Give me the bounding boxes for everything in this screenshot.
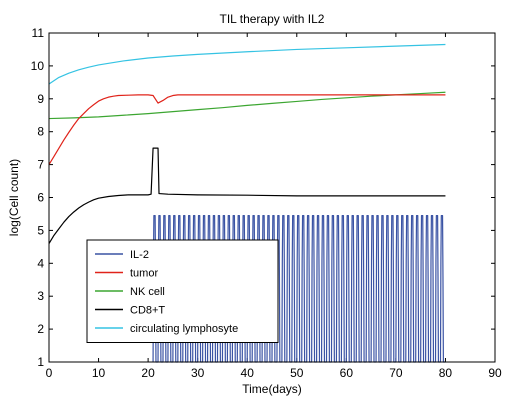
- x-tick-label: 0: [46, 366, 53, 380]
- x-tick-label: 40: [241, 366, 255, 380]
- legend-label: circulating lymphosyte: [130, 323, 238, 335]
- y-tick-label: 10: [31, 59, 45, 73]
- x-axis-label: Time(days): [242, 382, 302, 396]
- y-tick-label: 3: [37, 289, 44, 303]
- y-tick-label: 11: [32, 26, 45, 40]
- x-tick-label: 90: [488, 366, 502, 380]
- y-tick-label: 7: [37, 158, 44, 172]
- x-tick-label: 20: [141, 366, 155, 380]
- y-tick-label: 8: [37, 125, 44, 139]
- legend-label: CD8+T: [130, 305, 165, 317]
- x-tick-label: 30: [191, 366, 205, 380]
- x-tick-label: 10: [92, 366, 106, 380]
- x-tick-label: 70: [389, 366, 403, 380]
- legend: IL-2 tumor NK cell CD8+T circulating lymphos…: [86, 239, 279, 343]
- legend-label: NK cell: [130, 286, 165, 298]
- y-tick-label: 1: [37, 355, 44, 369]
- y-tick-label: 6: [37, 191, 44, 205]
- series-line-nk-cell: [48, 91, 446, 120]
- y-tick-label: 4: [37, 256, 44, 270]
- y-axis-label: log(Cell count): [7, 159, 21, 236]
- plot-frame: [48, 32, 496, 363]
- y-tick-label: 2: [37, 322, 44, 336]
- chart-title: TIL therapy with IL2: [220, 12, 325, 26]
- legend-label: IL-2: [130, 249, 149, 261]
- x-tick-label: 80: [439, 366, 453, 380]
- x-tick-label: 50: [290, 366, 304, 380]
- axis-ticks: 0 10 20 30 40 50 60 70 80 90 1 2 3 4 5 6 7 8 9 10 11: [31, 26, 502, 380]
- series-line-cd8-t: [48, 147, 446, 244]
- legend-label: tumor: [130, 268, 158, 280]
- y-tick-label: 9: [37, 92, 44, 106]
- y-tick-label: 5: [37, 223, 44, 237]
- series-line-circulating-lymphosyte: [48, 43, 446, 85]
- x-tick-label: 60: [340, 366, 354, 380]
- plot-area: [48, 43, 446, 363]
- series-line-tumor: [48, 94, 446, 165]
